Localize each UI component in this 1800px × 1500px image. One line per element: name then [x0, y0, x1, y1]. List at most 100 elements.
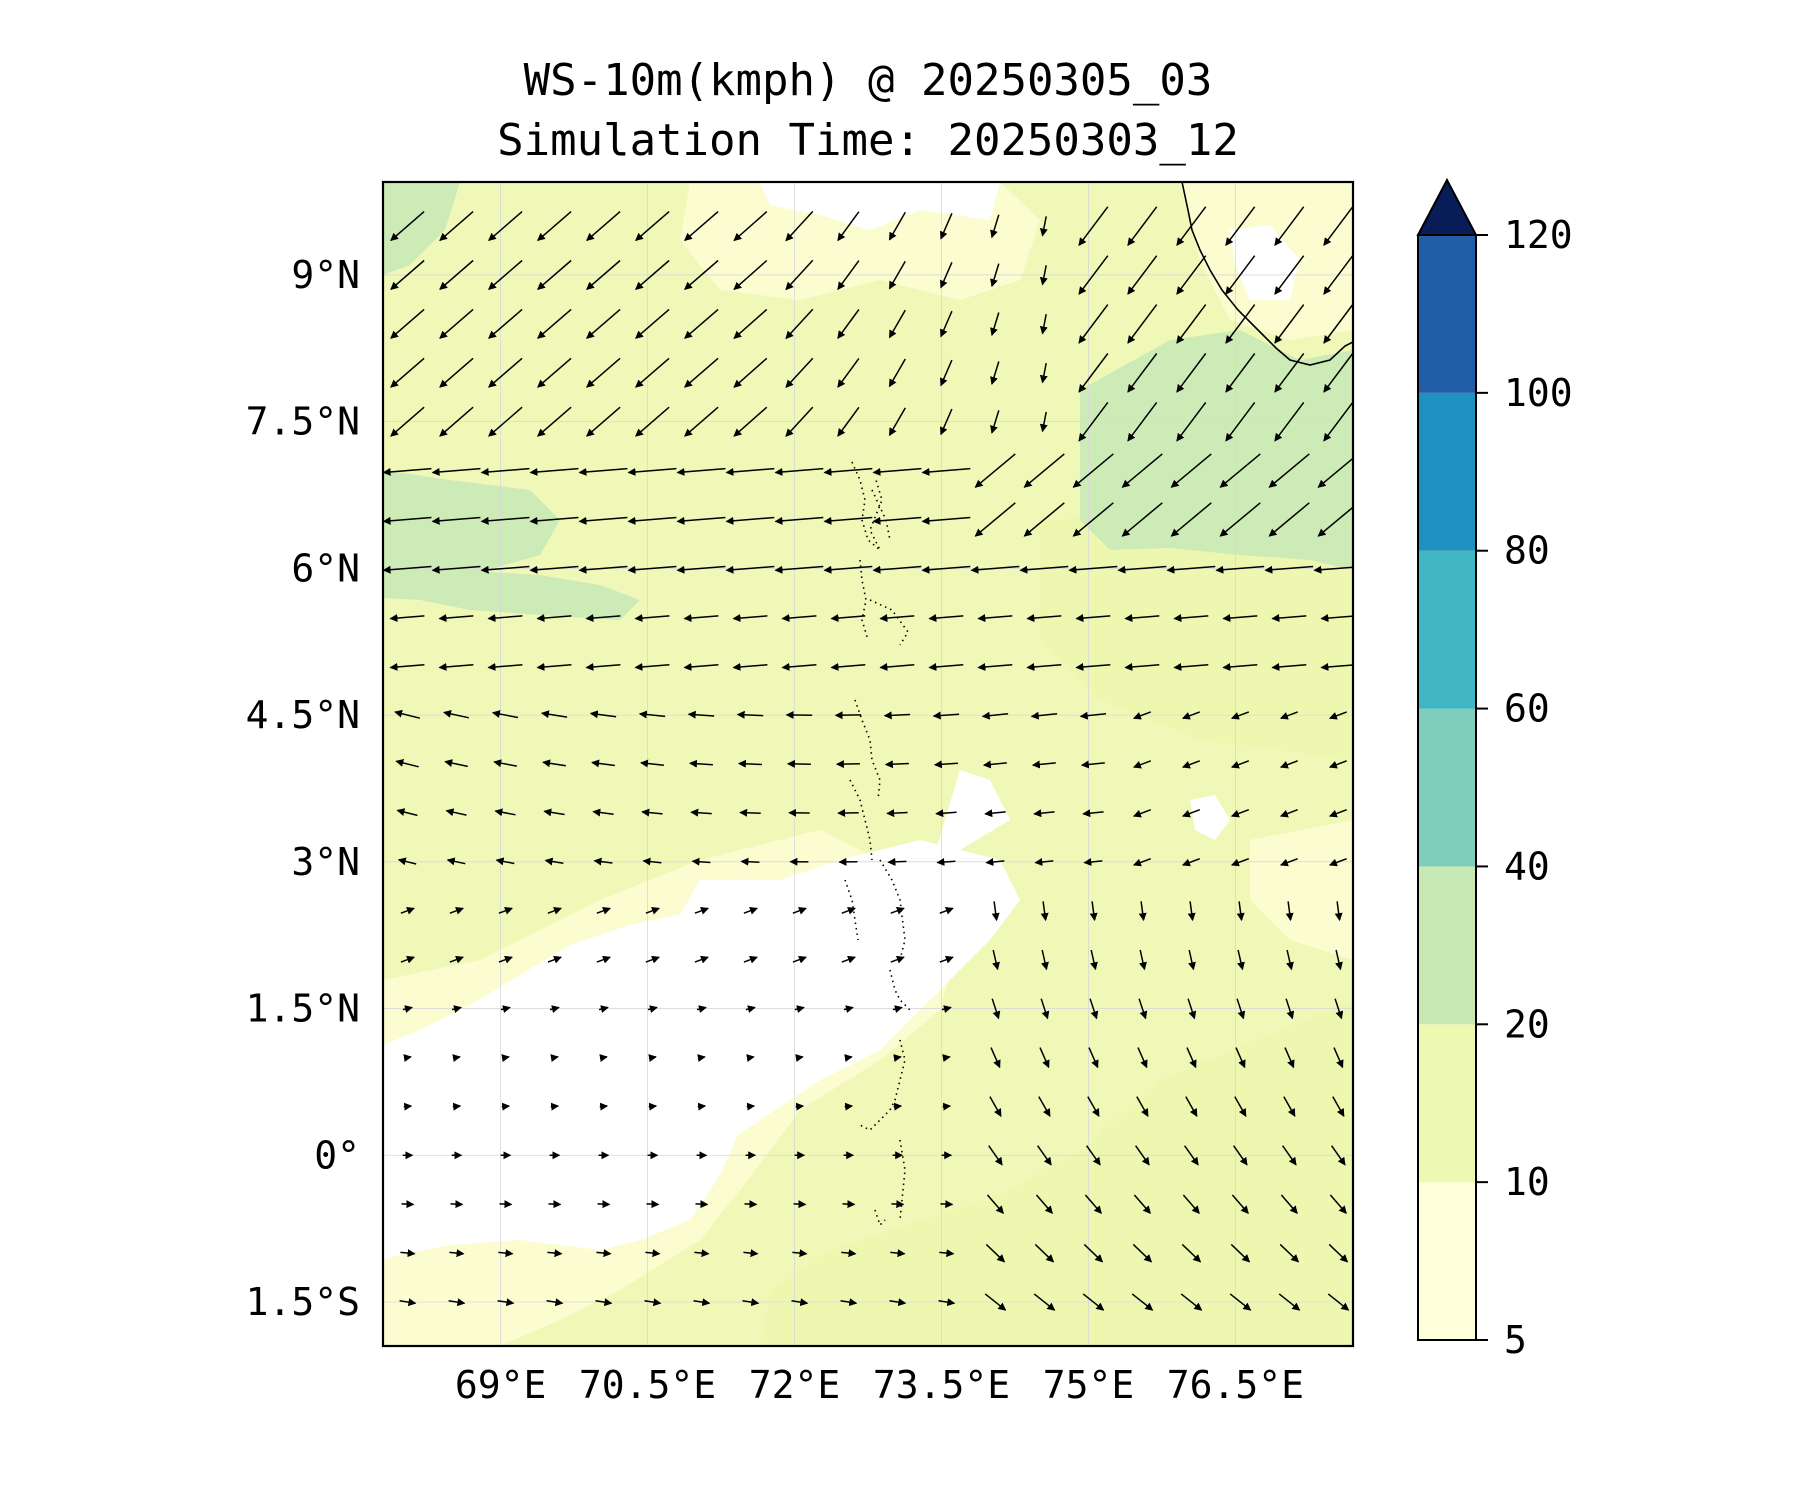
lon-tick-label: 72°E [749, 1363, 841, 1407]
colorbar-tick-label: 40 [1504, 844, 1550, 888]
wind-arrow [641, 808, 663, 817]
wind-arrow [935, 809, 957, 818]
wind-arrow [725, 565, 775, 574]
contour-20-40-west-lower [383, 570, 640, 620]
wind-arrow [596, 1249, 612, 1258]
wind-arrow [549, 1005, 560, 1014]
wind-arrow [697, 1054, 706, 1062]
wind-arrow [694, 1249, 710, 1258]
colorbar-tick-label: 10 [1504, 1160, 1550, 1204]
wind-arrow [837, 260, 860, 291]
wind-arrow [872, 467, 922, 476]
wind-arrow [439, 308, 474, 339]
wind-arrow [1181, 711, 1201, 720]
wind-arrow [942, 1102, 952, 1111]
wind-arrow [1033, 1293, 1056, 1311]
wind-arrow [1133, 1194, 1151, 1215]
wind-arrow [1285, 901, 1294, 922]
wind-arrow [1231, 1194, 1249, 1215]
wind-arrow [431, 467, 481, 476]
wind-arrow [733, 308, 768, 339]
wind-arrow [543, 808, 565, 817]
wind-arrow [596, 907, 611, 915]
wind-arrow [586, 308, 621, 339]
wind-arrow [1035, 1194, 1053, 1215]
wind-arrow [872, 565, 922, 574]
wind-arrow [635, 259, 670, 290]
wind-arrow [984, 1293, 1007, 1311]
wind-arrow [585, 662, 621, 671]
wind-arrow [1232, 1145, 1248, 1166]
wind-arrow [683, 614, 719, 623]
wind-arrow [1181, 808, 1201, 818]
wind-arrow [1327, 1293, 1350, 1311]
wind-arrow [1089, 998, 1099, 1020]
wind-arrow [893, 1102, 903, 1111]
wind-arrow [746, 1054, 755, 1062]
wind-arrow [547, 955, 562, 964]
wind-arrow [689, 759, 713, 768]
wind-arrow [785, 259, 814, 291]
wind-arrow [793, 1200, 807, 1209]
wind-arrow [1317, 506, 1353, 537]
wind-arrow [1026, 614, 1062, 623]
wind-arrow [991, 998, 1001, 1020]
wind-arrow [1173, 614, 1209, 623]
wind-arrow [890, 1249, 906, 1258]
wind-arrow [586, 211, 621, 242]
wind-arrow [940, 1200, 954, 1209]
wind-arrow [695, 1200, 709, 1209]
wind-arrow [1335, 949, 1343, 971]
contour-20-40-northeast [1080, 330, 1353, 570]
wind-arrow [487, 662, 523, 671]
wind-arrow [1139, 949, 1147, 971]
wind-arrow [542, 759, 566, 768]
wind-arrow [1068, 565, 1118, 574]
wind-arrow [936, 858, 956, 866]
wind-arrow [1236, 998, 1246, 1020]
wind-arrow [438, 662, 474, 671]
wind-arrow [550, 1054, 559, 1062]
lon-tick-label: 75°E [1043, 1363, 1135, 1407]
wind-arrow [886, 809, 908, 818]
wind-arrow [1323, 206, 1353, 246]
lon-tick-label: 70.5°E [579, 1363, 716, 1407]
wind-arrow [733, 357, 768, 388]
lon-tick-label: 73.5°E [873, 1363, 1010, 1407]
wind-arrow [837, 406, 860, 437]
wind-arrow [550, 1102, 560, 1111]
wind-arrow [1181, 760, 1201, 769]
colorbar-tick-label: 80 [1504, 529, 1550, 573]
wind-arrow [488, 211, 523, 242]
wind-arrow [1117, 565, 1167, 574]
wind-arrow [1274, 255, 1305, 295]
wind-arrow [1083, 1243, 1104, 1263]
colorbar-segment [1418, 708, 1476, 867]
wind-arrow [693, 1298, 711, 1307]
wind-arrow [990, 361, 1000, 385]
wind-arrow [1328, 1243, 1349, 1263]
wind-arrow [1225, 401, 1256, 442]
wind-arrow [439, 357, 474, 388]
wind-arrow [1186, 1047, 1197, 1069]
wind-arrow [1132, 1243, 1153, 1263]
wind-arrow [448, 1298, 466, 1307]
wind-arrow [1264, 565, 1314, 574]
lat-tick-label: 4.5°N [246, 693, 360, 737]
wind-arrow [1323, 353, 1353, 393]
contour-10-20-southeast [760, 1000, 1353, 1346]
title-line-2: Simulation Time: 20250303_12 [497, 115, 1239, 166]
wind-arrow [578, 516, 628, 525]
wind-arrow [1090, 949, 1098, 971]
contour-20-40-northwest [383, 182, 460, 275]
wind-arrow [732, 662, 768, 671]
wind-arrow [1038, 1096, 1051, 1117]
wind-arrow [452, 1054, 461, 1062]
wind-arrow [1127, 353, 1158, 393]
wind-arrow [977, 662, 1013, 671]
wind-arrow [394, 709, 421, 719]
wind-arrow [645, 955, 660, 964]
wind-arrow [537, 211, 572, 242]
wind-arrow [389, 662, 425, 671]
wind-arrow [939, 955, 954, 964]
